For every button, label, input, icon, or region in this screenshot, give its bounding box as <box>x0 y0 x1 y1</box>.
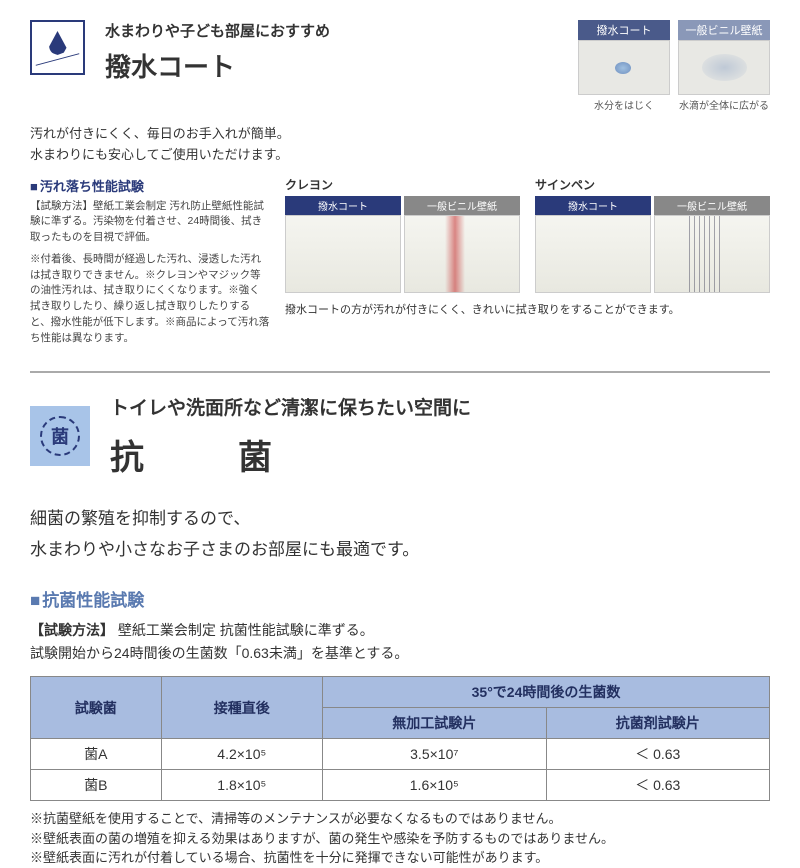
thumb-vinyl-caption: 水滴が全体に広がる <box>678 97 770 112</box>
comparison-column: クレヨン 撥水コート 一般ビニル壁紙 サインペン 撥水コート <box>285 176 770 347</box>
body-line2: 水まわりや小さなお子さまのお部屋にも最適です。 <box>30 535 770 566</box>
crayon-vinyl-image <box>404 215 520 293</box>
thumb-vinyl-image <box>678 40 770 95</box>
antibacterial-table: 試験菌 接種直後 35°で24時間後の生菌数 無加工試験片 抗菌剤試験片 菌A … <box>30 676 770 801</box>
section1-title: 撥水コート <box>105 47 558 84</box>
crayon-vinyl: 一般ビニル壁紙 <box>404 196 520 293</box>
table-row: 菌A 4.2×10⁵ 3.5×10⁷ ＜ 0.63 <box>31 739 770 770</box>
antibac-method: 【試験方法】 壁紙工業会制定 抗菌性能試験に準ずる。 試験開始から24時間後の生… <box>30 619 770 667</box>
method-text: 壁紙工業会制定 抗菌性能試験に準ずる。 <box>118 622 374 638</box>
thumb-vinyl: 一般ビニル壁紙 水滴が全体に広がる <box>678 20 770 112</box>
section-divider <box>30 371 770 373</box>
section2-title-group: トイレや洗面所など清潔に保ちたい空間に 抗 菌 <box>110 393 471 479</box>
note-3: ※壁紙表面に汚れが付着している場合、抗菌性を十分に発揮できない可能性があります。 <box>30 848 770 868</box>
test-method-column: 汚れ落ち性能試験 【試験方法】壁紙工業会制定 汚れ防止壁紙性能試験に準ずる。汚染… <box>30 176 270 347</box>
header-text: 水まわりや子ども部屋におすすめ 撥水コート <box>105 20 558 112</box>
section1-subtitle: 水まわりや子ども部屋におすすめ <box>105 20 558 41</box>
section2-subtitle: トイレや洗面所など清潔に保ちたい空間に <box>110 393 471 420</box>
thumb-coat-image <box>578 40 670 95</box>
section1-body: 汚れ落ち性能試験 【試験方法】壁紙工業会制定 汚れ防止壁紙性能試験に準ずる。汚染… <box>30 176 770 347</box>
th-after: 35°で24時間後の生菌数 <box>323 677 770 708</box>
th-treated: 抗菌剤試験片 <box>546 708 769 739</box>
cell-untreated: 3.5×10⁷ <box>323 739 546 770</box>
desc-line1: 汚れが付きにくく、毎日のお手入れが簡単。 <box>30 124 770 145</box>
marker-vinyl-label: 一般ビニル壁紙 <box>654 196 770 215</box>
crayon-group: クレヨン 撥水コート 一般ビニル壁紙 <box>285 176 520 293</box>
stain-test-heading: 汚れ落ち性能試験 <box>30 176 270 195</box>
cell-untreated: 1.6×10⁵ <box>323 770 546 801</box>
thumb-coat-label: 撥水コート <box>578 20 670 40</box>
crayon-coat-label: 撥水コート <box>285 196 401 215</box>
method-label: 【試験方法】 <box>30 622 114 638</box>
th-bacteria: 試験菌 <box>31 677 162 739</box>
marker-coat-image <box>535 215 651 293</box>
crayon-coat-image <box>285 215 401 293</box>
antibac-test-heading: 抗菌性能試験 <box>30 586 770 611</box>
bacteria-icon-char: 菌 <box>40 416 80 456</box>
marker-title: サインペン <box>535 176 770 193</box>
section2-title: 抗 菌 <box>110 430 471 479</box>
note-2: ※壁紙表面の菌の増殖を抑える効果はありますが、菌の発生や感染を予防するものではあ… <box>30 829 770 849</box>
stain-test-notes: ※付着後、長時間が経過した汚れ、浸透した汚れは拭き取りできません。※クレヨンやマ… <box>30 252 270 347</box>
comparison-row: クレヨン 撥水コート 一般ビニル壁紙 サインペン 撥水コート <box>285 176 770 293</box>
cell-initial: 1.8×10⁵ <box>161 770 323 801</box>
table-row: 菌B 1.8×10⁵ 1.6×10⁵ ＜ 0.63 <box>31 770 770 801</box>
bacteria-icon: 菌 <box>30 406 90 466</box>
crayon-title: クレヨン <box>285 176 520 193</box>
marker-vinyl-image <box>654 215 770 293</box>
top-comparison-thumbs: 撥水コート 水分をはじく 一般ビニル壁紙 水滴が全体に広がる <box>578 20 770 112</box>
section1-description: 汚れが付きにくく、毎日のお手入れが簡単。 水まわりにも安心してご使用いただけます… <box>30 124 770 166</box>
note-1: ※抗菌壁紙を使用することで、清掃等のメンテナンスが必要なくなるものではありません… <box>30 809 770 829</box>
cell-initial: 4.2×10⁵ <box>161 739 323 770</box>
marker-group: サインペン 撥水コート 一般ビニル壁紙 <box>535 176 770 293</box>
thumb-coat: 撥水コート 水分をはじく <box>578 20 670 112</box>
water-drop-icon <box>30 20 85 75</box>
footer-notes: ※抗菌壁紙を使用することで、清掃等のメンテナンスが必要なくなるものではありません… <box>30 809 770 868</box>
cell-treated: ＜ 0.63 <box>546 739 769 770</box>
body-line1: 細菌の繁殖を抑制するので、 <box>30 504 770 535</box>
cell-name: 菌B <box>31 770 162 801</box>
crayon-coat: 撥水コート <box>285 196 401 293</box>
comparison-note: 撥水コートの方が汚れが付きにくく、きれいに拭き取りをすることができます。 <box>285 301 770 317</box>
antibacterial-header: 菌 トイレや洗面所など清潔に保ちたい空間に 抗 菌 <box>30 393 770 479</box>
marker-vinyl: 一般ビニル壁紙 <box>654 196 770 293</box>
cell-treated: ＜ 0.63 <box>546 770 769 801</box>
marker-coat-label: 撥水コート <box>535 196 651 215</box>
marker-coat: 撥水コート <box>535 196 651 293</box>
method-line2: 試験開始から24時間後の生菌数「0.63未満」を基準とする。 <box>30 645 408 661</box>
stain-test-method: 【試験方法】壁紙工業会制定 汚れ防止壁紙性能試験に準ずる。汚染物を付着させ、24… <box>30 199 270 246</box>
thumb-vinyl-label: 一般ビニル壁紙 <box>678 20 770 40</box>
thumb-coat-caption: 水分をはじく <box>578 97 670 112</box>
section2-body: 細菌の繁殖を抑制するので、 水まわりや小さなお子さまのお部屋にも最適です。 <box>30 504 770 565</box>
cell-name: 菌A <box>31 739 162 770</box>
desc-line2: 水まわりにも安心してご使用いただけます。 <box>30 145 770 166</box>
th-untreated: 無加工試験片 <box>323 708 546 739</box>
crayon-vinyl-label: 一般ビニル壁紙 <box>404 196 520 215</box>
water-repellent-header: 水まわりや子ども部屋におすすめ 撥水コート 撥水コート 水分をはじく 一般ビニル… <box>30 20 770 112</box>
th-initial: 接種直後 <box>161 677 323 739</box>
